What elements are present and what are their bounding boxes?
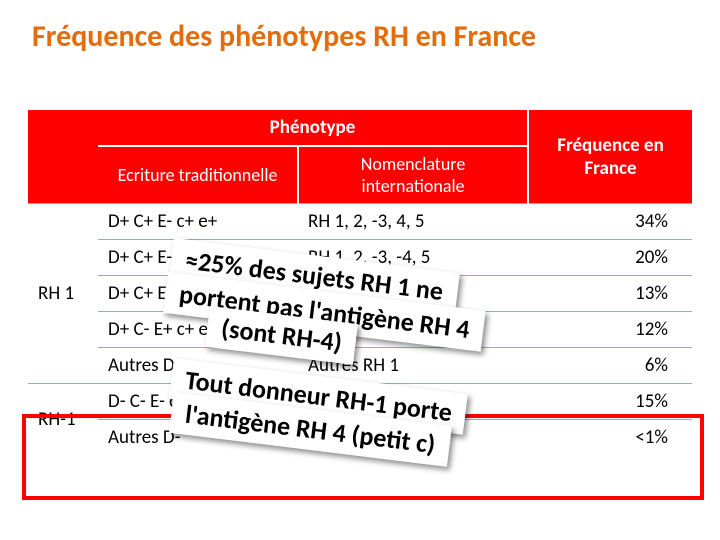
table-row: RH 1 D+ C+ E- c+ e+ RH 1, 2, -3, 4, 5 34… — [28, 204, 692, 240]
header-phenotype-group: Phénotype — [98, 110, 528, 146]
page-title: Fréquence des phénotypes RH en France — [32, 18, 688, 55]
row-group-rh1: RH 1 — [28, 204, 98, 384]
header-ecriture: Ecriture traditionnelle — [98, 146, 298, 204]
cell-freq: 20% — [528, 240, 692, 276]
header-frequency: Fréquence en France — [528, 110, 692, 204]
cell-freq: 15% — [528, 384, 692, 420]
cell-freq: 6% — [528, 348, 692, 384]
table-header-row-1: Phénotype Fréquence en France — [28, 110, 692, 146]
table-row: Autres D+ Autres RH 1 6% — [28, 348, 692, 384]
header-nomenclature: Nomenclature internationale — [298, 146, 528, 204]
cell-freq: 13% — [528, 276, 692, 312]
row-group-rh-1: RH-1 — [28, 384, 98, 456]
cell-freq: 12% — [528, 312, 692, 348]
cell-nomen: RH 1, 2, -3, 4, 5 — [298, 204, 528, 240]
header-blank — [28, 110, 98, 204]
cell-freq: <1% — [528, 420, 692, 456]
slide: Fréquence des phénotypes RH en France Ph… — [0, 0, 720, 540]
cell-freq: 34% — [528, 204, 692, 240]
cell-ecriture: D+ C+ E- c+ e+ — [98, 204, 298, 240]
